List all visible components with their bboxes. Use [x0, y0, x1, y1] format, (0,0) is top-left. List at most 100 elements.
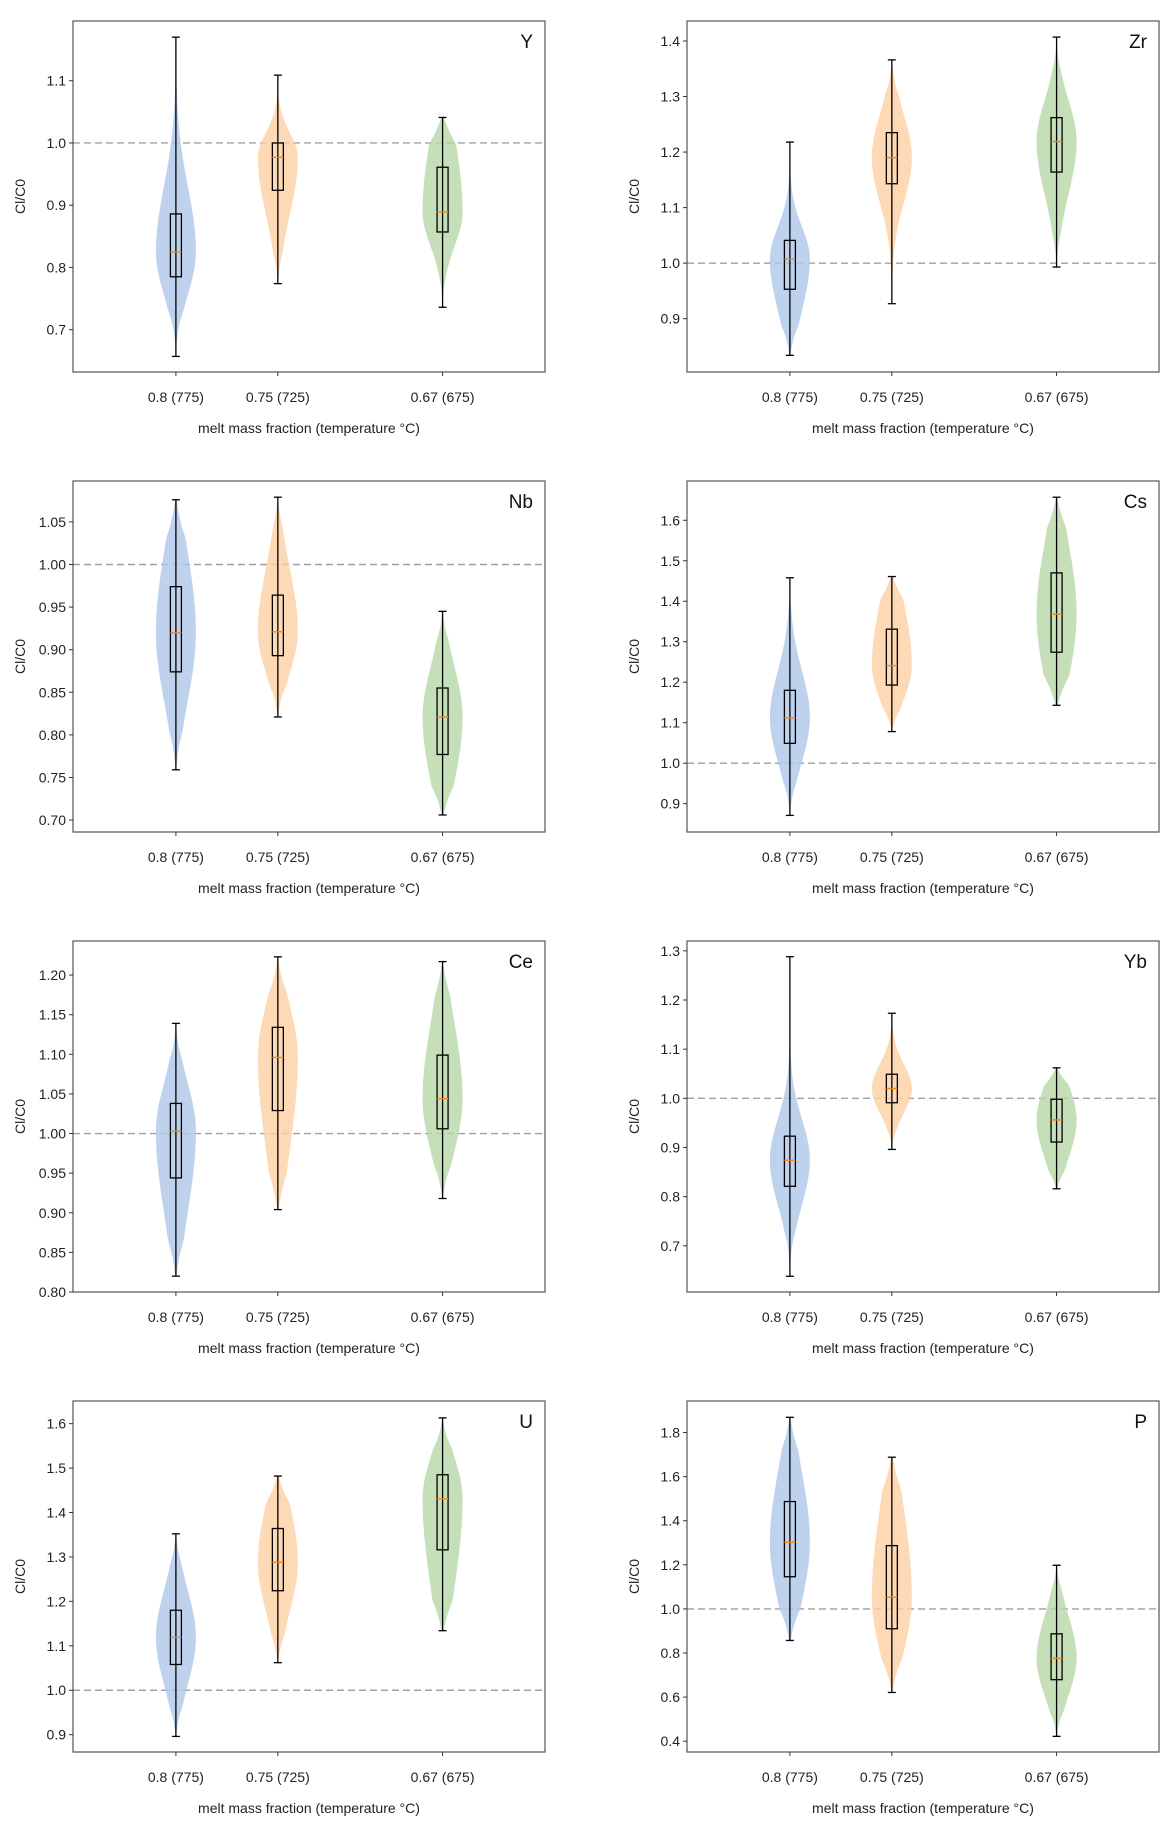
y-axis-label: Cl/C0 [626, 1099, 642, 1134]
y-tick-label: 0.90 [39, 642, 66, 658]
y-tick-label: 0.95 [39, 1165, 66, 1181]
y-tick-label: 1.10 [39, 1046, 66, 1062]
violin-group [155, 36, 196, 358]
y-tick-label: 1.0 [661, 1601, 681, 1617]
x-tick-label: 0.8 (775) [762, 1309, 818, 1325]
axes-frame [686, 1400, 1160, 1753]
y-tick-label: 0.9 [47, 197, 67, 213]
panel-title: Nb [509, 492, 533, 513]
panel-zr: 0.9 1.0 1.1 1.2 1.3 1.4 0.8 (775) 0.75 (725) 0.6… [626, 20, 1160, 436]
x-tick-label: 0.8 (775) [762, 389, 818, 405]
x-tick-label: 0.67 (675) [1025, 389, 1089, 405]
y-tick-label: 1.4 [661, 593, 681, 609]
y-tick-label: 1.3 [47, 1549, 67, 1565]
iqr-box [885, 1544, 898, 1630]
y-tick-label: 1.1 [661, 1041, 681, 1057]
y-tick-label: 0.80 [39, 727, 66, 743]
y-tick-label: 1.15 [39, 1007, 66, 1023]
y-tick-label: 0.8 [661, 1189, 681, 1205]
iqr-box [169, 1102, 183, 1179]
y-tick-label: 1.1 [47, 73, 67, 89]
y-tick-label: 0.95 [39, 599, 66, 615]
panel-title: Cs [1124, 492, 1147, 513]
y-tick-label: 1.6 [47, 1416, 67, 1432]
y-tick-label: 1.0 [661, 1090, 681, 1106]
iqr-box [271, 1527, 284, 1592]
x-tick-label: 0.8 (775) [762, 1769, 818, 1785]
violin-group [155, 1533, 196, 1738]
y-tick-label: 0.6 [661, 1689, 681, 1705]
iqr-box [1050, 116, 1063, 173]
y-tick-label: 1.3 [661, 89, 681, 105]
iqr-box [1050, 1098, 1063, 1143]
x-tick-label: 0.67 (675) [411, 389, 475, 405]
y-tick-label: 1.0 [661, 755, 681, 771]
violin-group [422, 116, 463, 308]
violin-group [871, 1012, 912, 1151]
y-tick-label: 1.4 [47, 1505, 67, 1521]
y-axis-label: Cl/C0 [12, 1099, 28, 1134]
y-tick-label: 0.8 [661, 1645, 681, 1661]
x-axis-label: melt mass fraction (temperature °C) [198, 880, 420, 896]
x-tick-label: 0.75 (725) [860, 389, 924, 405]
axes-frame [72, 20, 546, 373]
y-tick-label: 1.0 [661, 255, 681, 271]
violin-group [769, 577, 810, 817]
y-axis-label: Cl/C0 [626, 1559, 642, 1594]
x-axis-label: melt mass fraction (temperature °C) [198, 1800, 420, 1816]
violin-group [769, 1416, 810, 1642]
panel-title: Ce [509, 952, 533, 973]
violin-group [1036, 1564, 1077, 1737]
panel-cs: 0.9 1.0 1.1 1.2 1.3 1.4 1.5 1.6 0.8 (775) 0.75 (7… [626, 480, 1160, 896]
x-axis-label: melt mass fraction (temperature °C) [812, 1340, 1034, 1356]
x-tick-label: 0.75 (725) [246, 849, 310, 865]
violin-group [155, 499, 196, 771]
x-tick-label: 0.67 (675) [1025, 849, 1089, 865]
y-tick-label: 0.80 [39, 1284, 66, 1300]
y-tick-label: 1.00 [39, 556, 66, 572]
iqr-box [436, 1054, 449, 1130]
y-tick-label: 1.2 [661, 144, 681, 160]
y-tick-label: 1.2 [661, 674, 681, 690]
x-tick-label: 0.75 (725) [246, 389, 310, 405]
y-tick-label: 0.7 [47, 322, 67, 338]
y-tick-label: 0.85 [39, 1244, 66, 1260]
y-tick-label: 1.0 [47, 135, 67, 151]
y-tick-label: 1.5 [47, 1460, 67, 1476]
panel-u: 0.9 1.0 1.1 1.2 1.3 1.4 1.5 1.6 0.8 (775) 0.75 (7… [12, 1400, 546, 1816]
violin-group [155, 1022, 196, 1277]
y-tick-label: 1.3 [661, 943, 681, 959]
x-tick-label: 0.8 (775) [148, 1769, 204, 1785]
iqr-box [271, 1026, 284, 1112]
iqr-box [169, 585, 183, 673]
iqr-box [271, 594, 284, 657]
x-axis-label: melt mass fraction (temperature °C) [812, 420, 1034, 436]
iqr-box [271, 142, 284, 191]
y-tick-label: 1.05 [39, 514, 66, 530]
iqr-box [783, 1135, 797, 1187]
violin-group [422, 1417, 463, 1632]
iqr-box [1050, 572, 1063, 653]
violin-group [257, 496, 298, 718]
x-axis-label: melt mass fraction (temperature °C) [198, 1340, 420, 1356]
y-tick-label: 0.7 [661, 1238, 681, 1254]
y-tick-label: 1.5 [661, 553, 681, 569]
violin-group [422, 610, 463, 816]
x-tick-label: 0.75 (725) [860, 1769, 924, 1785]
x-tick-label: 0.67 (675) [1025, 1309, 1089, 1325]
y-tick-label: 0.9 [47, 1727, 67, 1743]
y-tick-label: 1.2 [47, 1593, 67, 1609]
iqr-box [1050, 1633, 1063, 1681]
violin-group [257, 1475, 298, 1664]
y-tick-label: 1.2 [661, 992, 681, 1008]
y-axis-label: Cl/C0 [626, 639, 642, 674]
violin-group [422, 960, 463, 1200]
violin-group [871, 575, 912, 733]
y-tick-label: 0.75 [39, 769, 66, 785]
y-axis-label: Cl/C0 [626, 179, 642, 214]
x-axis-label: melt mass fraction (temperature °C) [812, 880, 1034, 896]
y-tick-label: 0.85 [39, 684, 66, 700]
axes-frame [686, 20, 1160, 373]
y-tick-label: 1.20 [39, 967, 66, 983]
